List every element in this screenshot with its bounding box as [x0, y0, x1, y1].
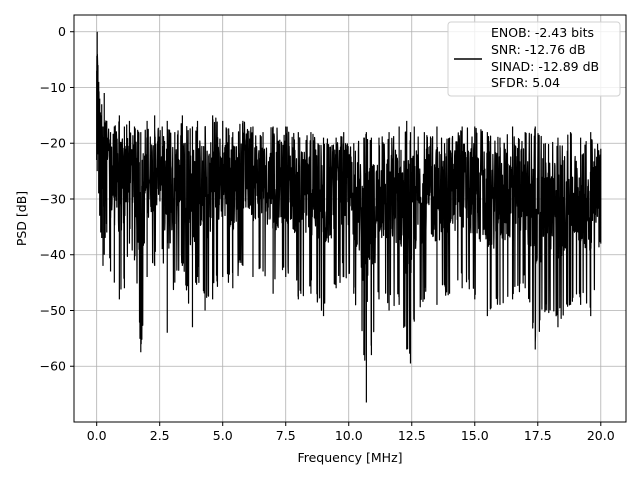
- x-tick-label: 2.5: [150, 428, 170, 443]
- plot-area: [96, 31, 602, 403]
- legend: ENOB: -2.43 bits SNR: -12.76 dB SINAD: -…: [447, 21, 621, 97]
- legend-entry-enob: ENOB: -2.43 bits: [491, 25, 594, 40]
- x-tick-label: 12.5: [398, 428, 426, 443]
- x-tick-label: 20.0: [587, 428, 615, 443]
- psd-series-line: [96, 31, 602, 403]
- x-tick-label: 17.5: [524, 428, 552, 443]
- y-tick-label: −30: [40, 191, 66, 206]
- legend-entry-sfdr: SFDR: 5.04: [491, 75, 560, 90]
- x-tick-label: 0.0: [87, 428, 107, 443]
- x-tick-label: 5.0: [213, 428, 233, 443]
- x-tick-label: 15.0: [461, 428, 489, 443]
- y-tick-label: −50: [40, 303, 66, 318]
- legend-entry-snr: SNR: -12.76 dB: [491, 42, 586, 57]
- x-tick-label: 7.5: [276, 428, 296, 443]
- y-axis-label: PSD [dB]: [14, 191, 29, 246]
- axes-frame: [73, 14, 627, 423]
- y-axis-ticks: 0 −10 −20 −30 −40 −50 −60: [40, 24, 74, 374]
- y-tick-label: 0: [58, 24, 66, 39]
- x-axis-ticks: 0.0 2.5 5.0 7.5 10.0 12.5 15.0 17.5 20.0: [87, 422, 615, 443]
- y-tick-label: −60: [40, 359, 66, 374]
- y-tick-label: −20: [40, 136, 66, 151]
- y-tick-label: −10: [40, 80, 66, 95]
- legend-entry-sinad: SINAD: -12.89 dB: [491, 59, 599, 74]
- legend-box: [447, 21, 621, 97]
- x-axis-label: Frequency [MHz]: [297, 450, 402, 465]
- x-tick-label: 10.0: [335, 428, 363, 443]
- y-tick-label: −40: [40, 247, 66, 262]
